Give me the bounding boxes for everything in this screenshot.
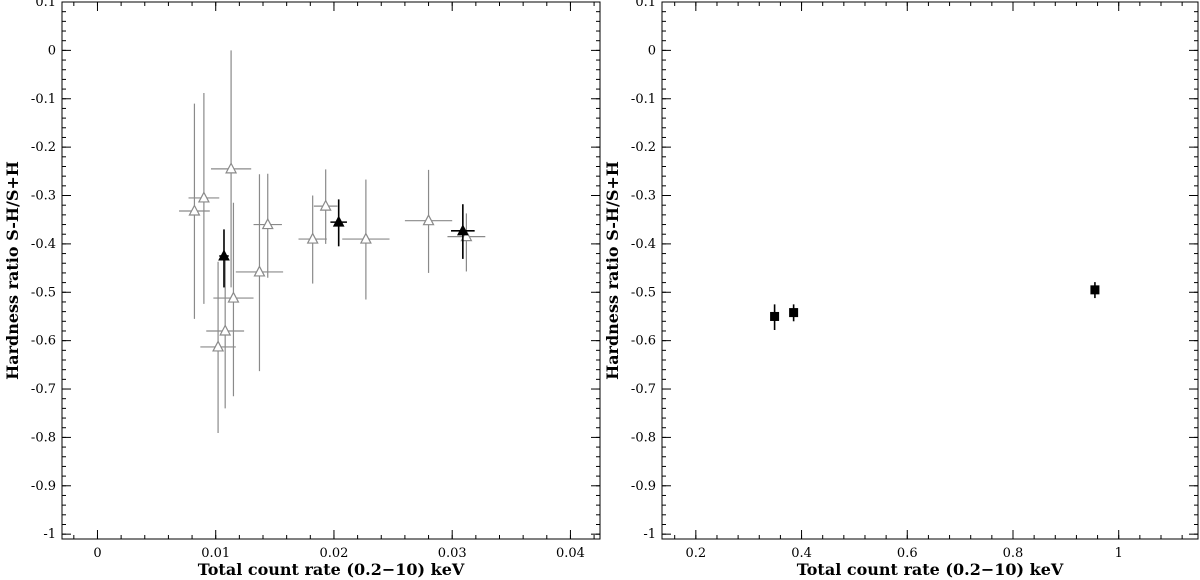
x-tick-label: 0.03 — [438, 546, 467, 561]
open-triangle-marker — [212, 340, 225, 352]
series-0-open-triangle — [179, 50, 486, 434]
y-tick-label: -0.7 — [631, 382, 656, 397]
open-triangle-marker — [422, 213, 435, 226]
y-tick-label: -1 — [643, 527, 656, 542]
open-triangle-marker — [319, 199, 332, 211]
y-tick-label: -0.8 — [31, 430, 56, 445]
y-tick-label: 0.1 — [635, 0, 656, 10]
y-tick-label: 0.1 — [35, 0, 56, 10]
y-tick-label: 0 — [48, 43, 56, 58]
data-point — [253, 173, 282, 278]
data-point — [451, 204, 475, 259]
y-tick-label: -0.3 — [631, 189, 656, 204]
open-triangle-marker — [261, 217, 274, 230]
y-tick-label: -0.5 — [31, 285, 56, 300]
plot-frame — [661, 1, 1199, 540]
data-point — [770, 304, 780, 331]
filled-square-marker — [789, 308, 799, 318]
filled-square-marker — [770, 311, 780, 321]
data-point — [404, 169, 453, 273]
y-tick-label: -0.9 — [631, 479, 656, 494]
y-tick-label: -0.8 — [631, 430, 656, 445]
x-tick-label: 0.4 — [791, 546, 812, 561]
y-tick-label: -0.6 — [631, 334, 656, 349]
x-axis-title: Total count rate (0.2−10) keV — [198, 560, 465, 579]
x-tick-label: 0.6 — [897, 546, 918, 561]
y-tick-label: -0.1 — [631, 92, 656, 107]
data-point — [330, 199, 347, 247]
filled-triangle-marker — [218, 249, 230, 261]
x-tick-label: 1 — [1115, 546, 1123, 561]
data-point — [789, 304, 799, 322]
data-point — [342, 179, 390, 300]
filled-triangle-marker — [457, 224, 469, 236]
y-axis-title: Hardness ratio S-H/S+H — [3, 161, 22, 380]
y-tick-label: 0 — [648, 43, 656, 58]
y-tick-label: -0.3 — [31, 189, 56, 204]
series-0-filled-square — [770, 282, 1100, 331]
y-tick-label: -0.2 — [31, 140, 56, 155]
filled-triangle-marker — [332, 215, 345, 227]
data-point — [213, 202, 254, 397]
data-point — [235, 174, 284, 372]
y-tick-label: -0.4 — [31, 237, 56, 252]
data-point — [188, 92, 220, 304]
right-panel-hardness-vs-count-rate: 0.2 0.4 0.6 0.8 1 0.1 0 -0.1 -0.2 -0.3 -0.4 -0.5 -0.… — [603, 0, 1199, 579]
y-tick-label: -0.5 — [631, 285, 656, 300]
open-triangle-marker — [188, 204, 201, 216]
x-tick-label: 0 — [93, 546, 101, 561]
x-tick-label: 0.2 — [685, 546, 706, 561]
data-point — [1090, 282, 1100, 299]
open-triangle-marker — [219, 324, 232, 336]
open-triangle-marker — [225, 162, 238, 174]
open-triangle-marker — [306, 232, 319, 244]
y-tick-label: -0.7 — [31, 382, 56, 397]
open-triangle-marker — [197, 191, 210, 203]
plot-frame — [61, 1, 601, 540]
y-tick-label: -1 — [43, 527, 56, 542]
x-tick-label: 0.02 — [319, 546, 348, 561]
data-point — [200, 261, 236, 434]
y-tick-label: -0.9 — [31, 479, 56, 494]
series-1-filled-triangle — [218, 199, 475, 288]
y-tick-label: -0.4 — [631, 237, 656, 252]
data-point — [313, 169, 338, 244]
data-point — [447, 213, 486, 272]
left-panel-hardness-vs-count-rate: 0 0.01 0.02 0.03 0.04 0.1 0 -0.1 -0.2 -0.3 -0.4 -0.… — [3, 0, 601, 579]
data-point — [218, 229, 230, 288]
x-tick-label: 0.01 — [201, 546, 230, 561]
open-triangle-marker — [227, 291, 240, 303]
x-axis-title: Total count rate (0.2−10) keV — [797, 560, 1064, 579]
y-tick-label: -0.2 — [631, 140, 656, 155]
filled-square-marker — [1090, 285, 1100, 295]
data-point — [298, 195, 327, 284]
open-triangle-marker — [359, 232, 372, 244]
data-point — [179, 103, 210, 319]
y-tick-label: -0.6 — [31, 334, 56, 349]
open-triangle-marker — [460, 229, 473, 242]
data-point — [206, 253, 245, 409]
x-tick-label: 0.04 — [556, 546, 585, 561]
x-tick-label: 0.8 — [1003, 546, 1024, 561]
data-point — [210, 50, 252, 288]
y-tick-label: -0.1 — [31, 92, 56, 107]
y-axis-title: Hardness ratio S-H/S+H — [603, 161, 622, 380]
open-triangle-marker — [253, 265, 266, 277]
